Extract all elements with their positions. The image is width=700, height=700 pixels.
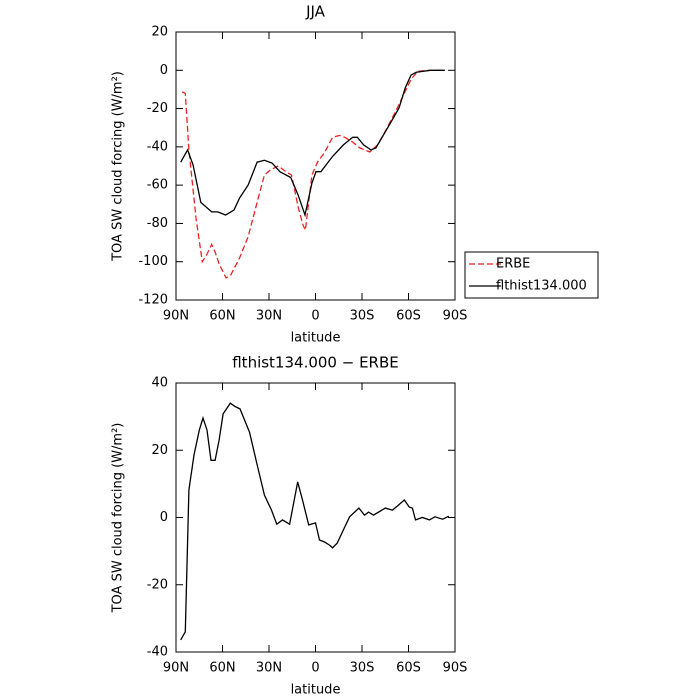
y-tick-label: 40 — [151, 376, 168, 391]
y-tick-label: -40 — [147, 645, 168, 660]
y-tick-label: -20 — [147, 577, 168, 592]
data-line — [180, 69, 445, 218]
x-axis-label: latitude — [291, 331, 341, 346]
y-tick-label: -60 — [147, 178, 168, 193]
y-tick-label: 0 — [160, 510, 168, 525]
x-tick-label: 90S — [443, 661, 468, 676]
x-tick-label: 90S — [443, 309, 468, 324]
y-tick-label: -40 — [147, 139, 168, 154]
x-tick-label: 30N — [256, 661, 282, 676]
y-axis-label: TOA SW cloud forcing (W/m²) — [111, 71, 126, 262]
x-axis-label: latitude — [291, 683, 341, 698]
legend-label: flthist134.000 — [496, 279, 587, 294]
legend-box — [464, 251, 599, 299]
plot-frame — [175, 382, 456, 653]
x-tick-label: 30N — [256, 309, 282, 324]
data-line — [181, 69, 445, 279]
data-line — [180, 402, 450, 641]
x-tick-label: 90N — [163, 661, 189, 676]
x-tick-label: 0 — [311, 309, 319, 324]
y-tick-label: 20 — [151, 25, 168, 40]
y-tick-label: 20 — [151, 443, 168, 458]
y-tick-label: -100 — [138, 254, 168, 269]
chart-title: JJA — [305, 3, 326, 21]
y-axis-label: TOA SW cloud forcing (W/m²) — [111, 423, 126, 614]
x-tick-label: 60S — [396, 661, 421, 676]
legend-label: ERBE — [496, 257, 530, 272]
y-tick-label: -20 — [147, 101, 168, 116]
x-tick-label: 30S — [350, 661, 375, 676]
x-tick-label: 90N — [163, 309, 189, 324]
x-tick-label: 60N — [209, 661, 235, 676]
x-tick-label: 0 — [311, 661, 319, 676]
x-tick-label: 60S — [396, 309, 421, 324]
y-tick-label: -80 — [147, 216, 168, 231]
x-tick-label: 30S — [350, 309, 375, 324]
chart-title: flthist134.000 − ERBE — [232, 354, 399, 372]
y-tick-label: 0 — [160, 63, 168, 78]
x-tick-label: 60N — [209, 309, 235, 324]
y-tick-label: -120 — [138, 293, 168, 308]
